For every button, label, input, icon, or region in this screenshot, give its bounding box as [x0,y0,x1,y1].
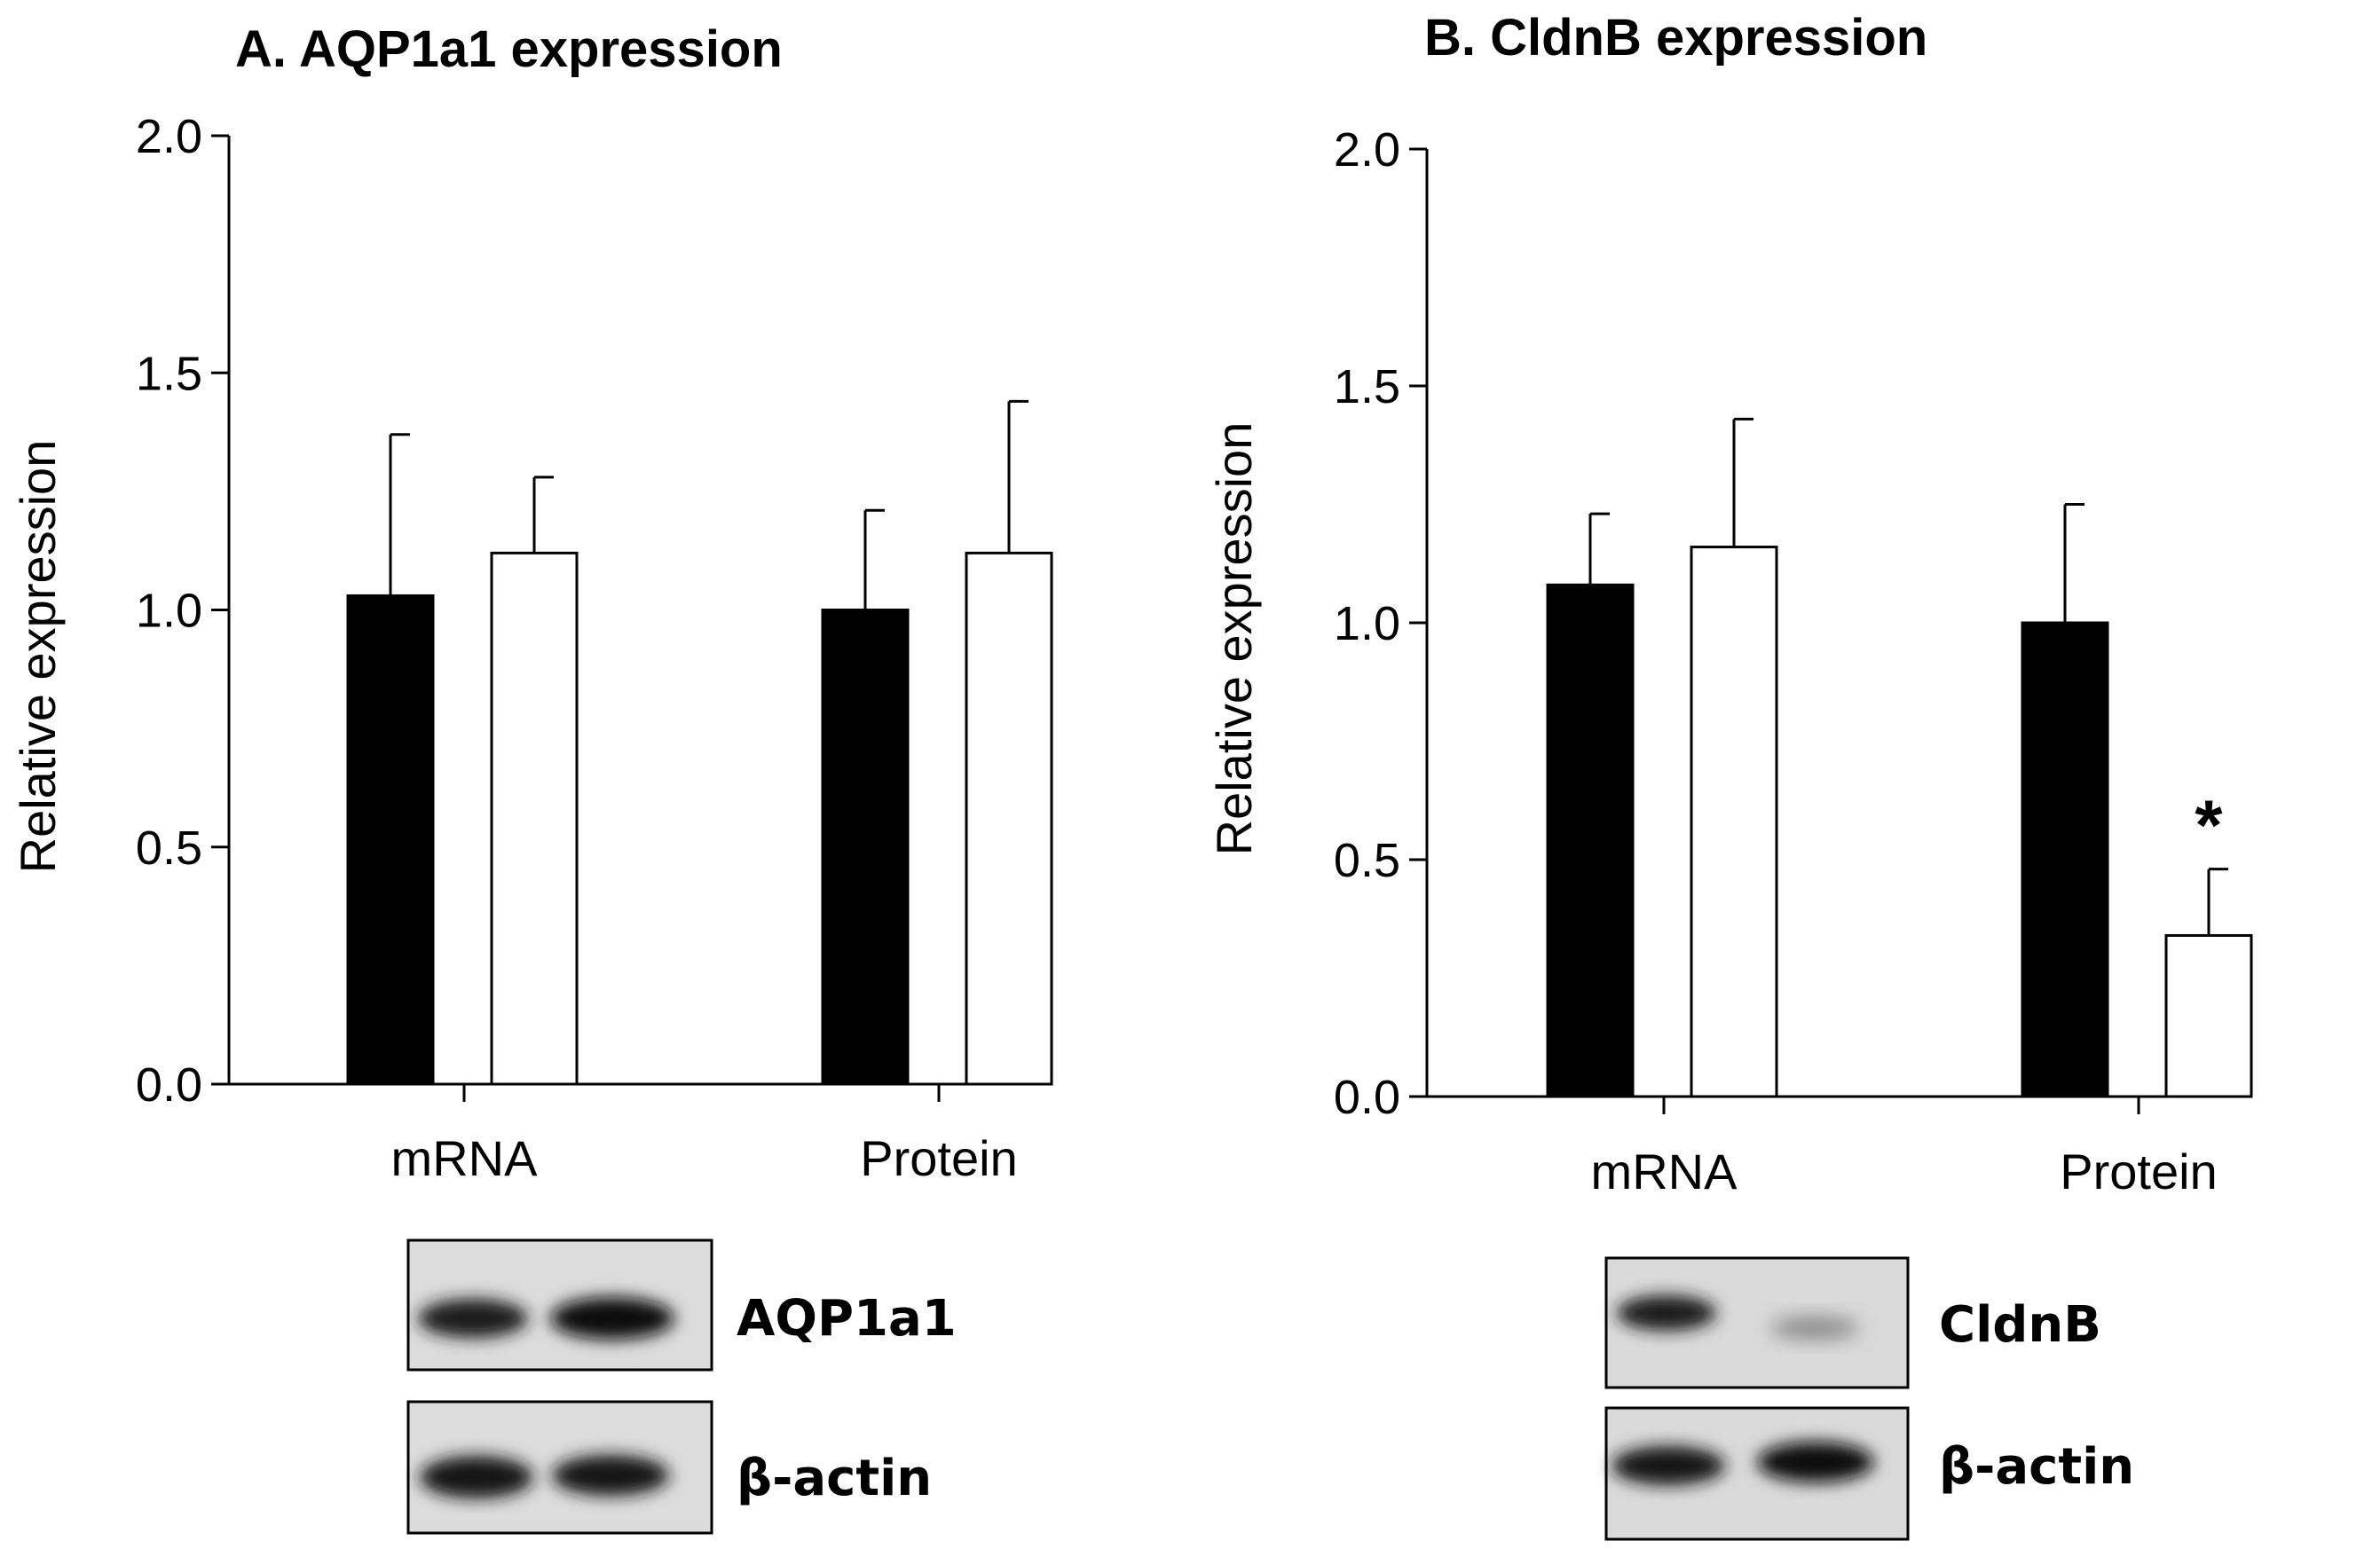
blot-b-target-label: CldnB [1939,1296,2101,1354]
panel-a-bars [346,399,1053,1086]
blot-b-target-band-sham [1617,1295,1716,1331]
blot-a-control-label: β-actin [737,1450,932,1507]
panel-b-y-tick-label: 1.0 [1334,597,1400,650]
blot-a-control-band-sham [420,1456,533,1498]
blot-a-target-band-sham [418,1299,528,1338]
panel-b-bar-sham-protein [2021,621,2109,1098]
blot-b-control-label: β-actin [1939,1438,2134,1496]
panel-b-bar-aqp1a1-mo-mrna [1690,546,1778,1098]
panel-a-x-tick-label-mrna: mRNA [391,1130,539,1186]
blot-b-control-band-mo [1757,1442,1874,1482]
panel-a-y-tick-label: 0.5 [136,822,202,875]
panel-a-bar-cldnb-mo-mrna [490,551,579,1086]
panel-b-bars: * [1546,417,2253,1098]
panel-b-western-blot: CldnB β-actin [1604,1256,2134,1541]
panel-b-y-tick-label: 1.5 [1334,360,1400,413]
panel-a-y-tick-label: 1.0 [136,585,202,638]
panel-b-significance-marker: * [2195,786,2223,865]
panel-b-y-tick-label: 0.0 [1334,1071,1400,1124]
panel-b-bar-aqp1a1-mo-protein [2164,933,2253,1098]
panel-b-y-tick-label: 2.0 [1334,123,1400,177]
blot-b-control-band-sham [1612,1446,1725,1485]
panel-b-x-tick-label-mrna: mRNA [1591,1144,1738,1199]
blot-a-control-band-mo [552,1455,669,1496]
panel-a-x-tick-label-protein: Protein [860,1130,1017,1186]
panel-b-bar-sham-mrna [1546,583,1635,1098]
panel-a-bar-cldnb-mo-protein [965,551,1053,1086]
panel-a-bar-sham-protein [821,609,910,1086]
blot-a-target-label: AQP1a1 [737,1290,957,1348]
panel-b-chart: B. CldnB expression Relative expression … [1206,9,2253,1199]
panel-a-y-tick-label: 0.0 [136,1058,202,1112]
blot-a-target-band-mo [550,1297,674,1340]
panel-b-y-axis-title: Relative expression [1206,422,1262,856]
blot-b-target-band-mo [1770,1317,1859,1340]
panel-b-x-tick-label-protein: Protein [2060,1144,2217,1199]
panel-b-y-tick-label: 0.5 [1334,834,1400,887]
panel-a-western-blot: AQP1a1 β-actin [406,1238,957,1535]
panel-a-chart: A. AQP1a1 expression Relative expression… [10,20,1053,1186]
panel-a-bar-sham-mrna [346,594,435,1086]
panel-a-axes: 0.0 0.5 1.0 1.5 2.0 mRNA Protein [136,110,1025,1186]
panel-a-y-axis-title: Relative expression [10,440,66,874]
panel-a-title: A. AQP1a1 expression [235,20,783,78]
panel-a-y-tick-label: 2.0 [136,110,202,163]
panel-a-y-tick-label: 1.5 [136,347,202,400]
panel-b-title: B. CldnB expression [1424,9,1927,67]
